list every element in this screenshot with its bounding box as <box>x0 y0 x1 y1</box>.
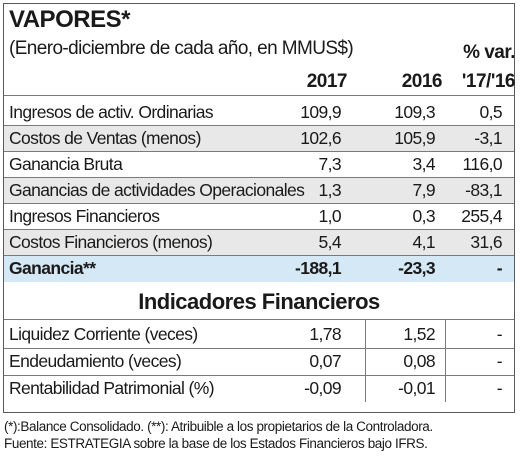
row-divider <box>4 177 514 178</box>
row-value-2017: 1,3 <box>318 180 341 200</box>
total-value-2016: -23,3 <box>398 258 435 278</box>
table-subtitle: (Enero-diciembre de cada año, en MMUS$) <box>9 38 354 59</box>
column-separator <box>445 320 446 402</box>
row-divider <box>4 255 514 256</box>
table-title: VAPORES* <box>9 6 130 33</box>
row-variation: 0,5 <box>479 102 502 122</box>
row-divider <box>4 348 514 349</box>
table-row: Costos de Ventas (menos) 102,6 105,9 -3,… <box>4 126 514 151</box>
indicator-row: Liquidez Corriente (veces) 1,78 1,52 - <box>4 322 514 347</box>
indicator-variation: - <box>496 351 503 371</box>
row-label: Costos de Ventas (menos) <box>9 128 201 148</box>
row-divider <box>4 203 514 204</box>
header-2017: 2017 <box>306 71 348 92</box>
header-2016: 2016 <box>401 71 443 92</box>
row-value-2016: 105,9 <box>394 128 435 148</box>
header-var-bottom: '17/'16 <box>461 71 516 92</box>
total-row: Ganancia** -188,1 -23,3 - <box>4 256 514 282</box>
row-divider <box>4 375 514 376</box>
row-value-2017: 1,0 <box>318 206 341 226</box>
total-variation: - <box>496 258 503 278</box>
row-value-2016: 7,9 <box>412 180 435 200</box>
section-divider <box>4 319 514 320</box>
indicator-value-2016: -0,01 <box>398 378 435 398</box>
row-label: Ganancia Bruta <box>9 154 123 174</box>
row-label: Ingresos Financieros <box>9 206 160 226</box>
header-var-top: % var. <box>463 42 515 63</box>
row-label: Ingresos de activ. Ordinarias <box>9 102 214 122</box>
indicator-row: Rentabilidad Patrimonial (%) -0,09 -0,01… <box>4 376 514 401</box>
indicator-row: Endeudamiento (veces) 0,07 0,08 - <box>4 349 514 374</box>
row-label: Costos Financieros (menos) <box>9 232 213 252</box>
indicator-value-2017: 1,78 <box>309 324 341 344</box>
row-divider <box>4 125 514 126</box>
indicator-label: Rentabilidad Patrimonial (%) <box>9 378 215 398</box>
section-title: Indicadores Financieros <box>138 289 380 314</box>
row-value-2016: 0,3 <box>412 206 435 226</box>
table-frame <box>3 3 515 413</box>
row-variation: 255,4 <box>461 206 502 226</box>
total-value-2017: -188,1 <box>294 258 342 278</box>
indicator-value-2017: -0,09 <box>304 378 341 398</box>
row-value-2017: 5,4 <box>318 232 341 252</box>
row-divider <box>4 151 514 152</box>
table-row: Ganancias de actividades Operacionales 1… <box>4 178 514 203</box>
row-label: Ganancias de actividades Operacionales <box>9 180 305 200</box>
indicator-variation: - <box>496 324 503 344</box>
total-label: Ganancia** <box>9 258 96 278</box>
footnote-balance: (*):Balance Consolidado. (**): Atribuibl… <box>4 419 433 434</box>
indicator-value-2017: 0,07 <box>309 351 341 371</box>
table-row: Costos Financieros (menos) 5,4 4,1 31,6 <box>4 230 514 255</box>
table-row: Ingresos de activ. Ordinarias 109,9 109,… <box>4 100 514 125</box>
row-divider <box>4 229 514 230</box>
footnote-source: Fuente: ESTRATEGIA sobre la base de los … <box>4 436 428 451</box>
row-variation: -3,1 <box>474 128 502 148</box>
indicator-value-2016: 1,52 <box>403 324 435 344</box>
column-separator <box>365 320 366 402</box>
row-value-2017: 7,3 <box>318 154 341 174</box>
indicator-label: Endeudamiento (veces) <box>9 351 182 371</box>
indicator-label: Liquidez Corriente (veces) <box>9 324 198 344</box>
row-value-2016: 4,1 <box>412 232 435 252</box>
header-divider <box>4 95 514 96</box>
row-value-2017: 102,6 <box>300 128 341 148</box>
indicator-variation: - <box>496 378 503 398</box>
row-value-2016: 109,3 <box>394 102 435 122</box>
row-variation: 116,0 <box>462 154 503 174</box>
row-variation: -83,1 <box>465 180 502 200</box>
indicator-value-2016: 0,08 <box>403 351 435 371</box>
row-value-2016: 3,4 <box>412 154 435 174</box>
table-row: Ingresos Financieros 1,0 0,3 255,4 <box>4 204 514 229</box>
row-value-2017: 109,9 <box>300 102 341 122</box>
table-row: Ganancia Bruta 7,3 3,4 116,0 <box>4 152 514 177</box>
row-variation: 31,6 <box>470 232 502 252</box>
